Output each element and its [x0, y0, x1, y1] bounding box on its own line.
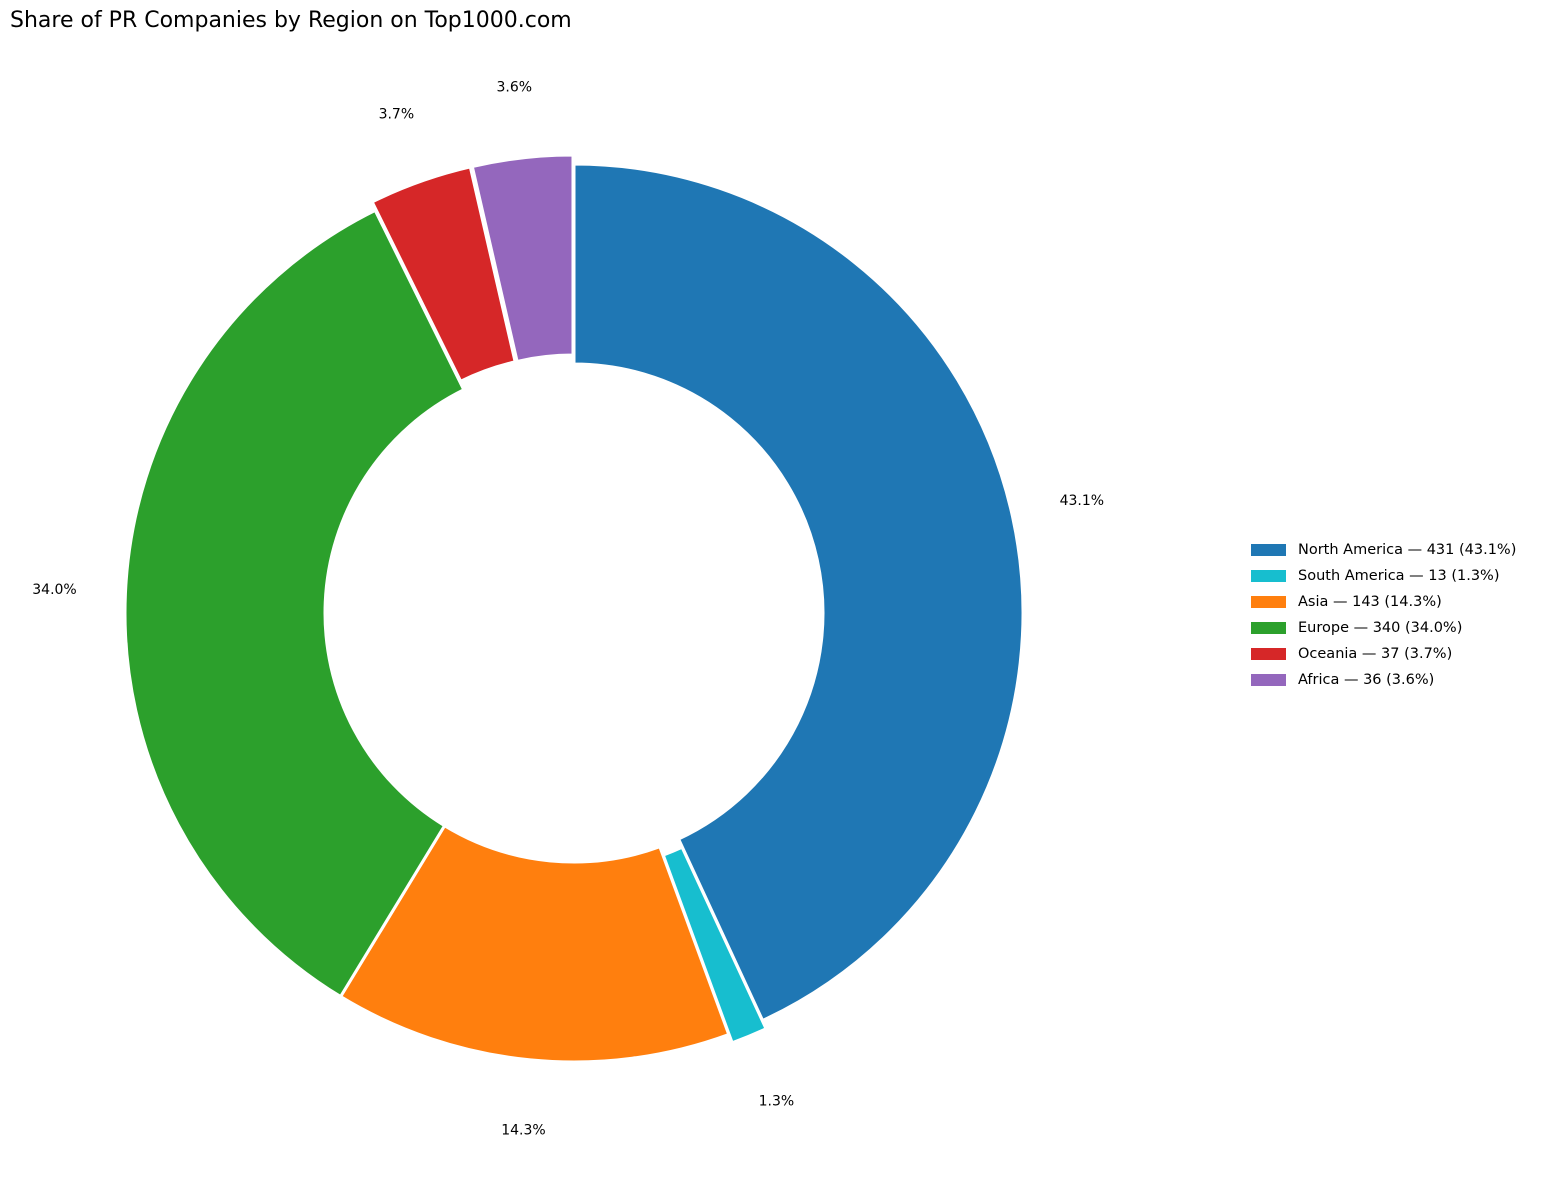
chart-title: Share of PR Companies by Region on Top10… [10, 8, 572, 33]
legend-label: Europe — 340 (34.0%) [1298, 620, 1463, 636]
legend-item: Africa — 36 (3.6%) [1251, 667, 1516, 693]
pct-label-africa: 3.6% [497, 79, 533, 95]
legend-label: North America — 431 (43.1%) [1298, 542, 1517, 558]
legend: North America — 431 (43.1%) South America… [1251, 537, 1516, 693]
legend-item: Asia — 143 (14.3%) [1251, 589, 1516, 615]
legend-label: South America — 13 (1.3%) [1298, 568, 1500, 584]
slice-asia [338, 823, 731, 1064]
pct-label-south-america: 1.3% [759, 1094, 795, 1110]
legend-label: Oceania — 37 (3.7%) [1298, 646, 1453, 662]
legend-swatch [1251, 570, 1286, 582]
slice-africa [470, 153, 575, 364]
pct-label-oceania: 3.7% [379, 107, 415, 123]
slice-oceania [370, 165, 517, 384]
slice-north-america [572, 162, 1025, 1023]
legend-swatch [1251, 596, 1286, 608]
legend-swatch [1251, 648, 1286, 660]
pct-label-asia: 14.3% [501, 1123, 545, 1139]
legend-swatch [1251, 674, 1286, 686]
legend-swatch [1251, 544, 1286, 556]
pct-label-north-america: 43.1% [1060, 493, 1104, 509]
legend-item: Europe — 340 (34.0%) [1251, 615, 1516, 641]
legend-label: Asia — 143 (14.3%) [1298, 594, 1442, 610]
legend-label: Africa — 36 (3.6%) [1298, 672, 1435, 688]
slice-europe [123, 208, 466, 999]
legend-item: North America — 431 (43.1%) [1251, 537, 1516, 563]
legend-swatch [1251, 622, 1286, 634]
legend-item: South America — 13 (1.3%) [1251, 563, 1516, 589]
pct-label-europe: 34.0% [32, 582, 76, 598]
legend-item: Oceania — 37 (3.7%) [1251, 641, 1516, 667]
